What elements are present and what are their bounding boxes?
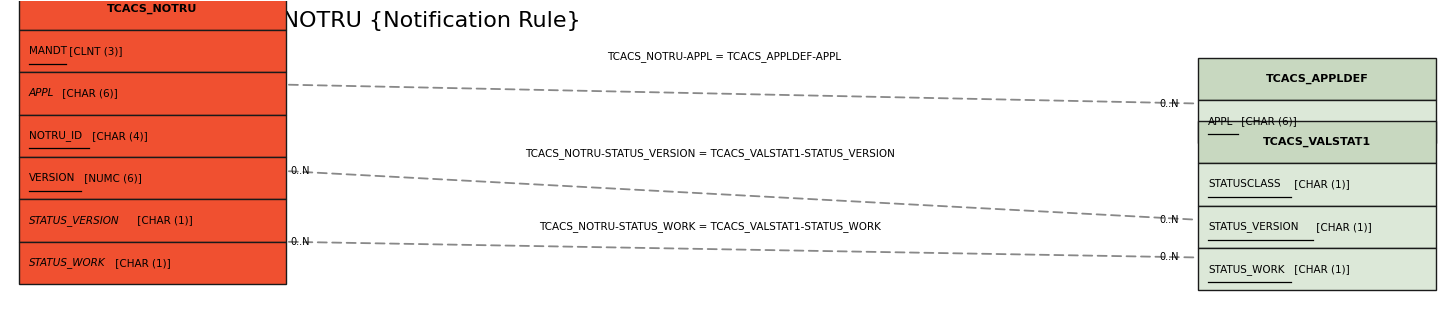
Polygon shape xyxy=(1197,206,1436,248)
Polygon shape xyxy=(1197,121,1436,163)
Text: [CHAR (1)]: [CHAR (1)] xyxy=(1290,179,1350,190)
Text: TCACS_APPLDEF: TCACS_APPLDEF xyxy=(1266,74,1368,84)
Text: 0..N: 0..N xyxy=(291,237,310,247)
Text: 0..N: 0..N xyxy=(1160,252,1179,262)
Text: [CHAR (4)]: [CHAR (4)] xyxy=(88,131,148,141)
Polygon shape xyxy=(1197,58,1436,100)
Text: 0..N: 0..N xyxy=(1160,215,1179,225)
Text: TCACS_NOTRU: TCACS_NOTRU xyxy=(107,3,197,14)
Text: APPL: APPL xyxy=(1208,117,1234,126)
Polygon shape xyxy=(19,114,287,157)
Text: STATUS_WORK: STATUS_WORK xyxy=(1208,264,1284,275)
Polygon shape xyxy=(19,30,287,72)
Text: TCACS_NOTRU-APPL = TCACS_APPLDEF-APPL: TCACS_NOTRU-APPL = TCACS_APPLDEF-APPL xyxy=(607,51,841,62)
Text: [CHAR (6)]: [CHAR (6)] xyxy=(59,88,117,98)
Text: [CHAR (1)]: [CHAR (1)] xyxy=(1290,264,1350,274)
Polygon shape xyxy=(1197,248,1436,290)
Text: STATUS_VERSION: STATUS_VERSION xyxy=(1208,221,1299,232)
Polygon shape xyxy=(19,199,287,242)
Text: STATUS_WORK: STATUS_WORK xyxy=(29,257,106,268)
Text: TCACS_VALSTAT1: TCACS_VALSTAT1 xyxy=(1263,137,1371,147)
Text: TCACS_NOTRU-STATUS_WORK = TCACS_VALSTAT1-STATUS_WORK: TCACS_NOTRU-STATUS_WORK = TCACS_VALSTAT1… xyxy=(539,221,880,231)
Text: 0..N: 0..N xyxy=(1160,99,1179,108)
Polygon shape xyxy=(19,72,287,114)
Text: [CHAR (1)]: [CHAR (1)] xyxy=(1313,222,1373,232)
Polygon shape xyxy=(19,157,287,199)
Polygon shape xyxy=(1197,100,1436,143)
Text: [NUMC (6)]: [NUMC (6)] xyxy=(81,173,142,183)
Polygon shape xyxy=(19,242,287,284)
Text: 0..N: 0..N xyxy=(291,166,310,176)
Text: [CLNT (3)]: [CLNT (3)] xyxy=(67,46,123,56)
Text: SAP ABAP table TCACS_NOTRU {Notification Rule}: SAP ABAP table TCACS_NOTRU {Notification… xyxy=(19,11,581,32)
Text: [CHAR (6)]: [CHAR (6)] xyxy=(1238,117,1297,126)
Text: NOTRU_ID: NOTRU_ID xyxy=(29,130,83,141)
Text: [CHAR (1)]: [CHAR (1)] xyxy=(111,258,171,268)
Text: APPL: APPL xyxy=(29,88,54,98)
Text: TCACS_NOTRU-STATUS_VERSION = TCACS_VALSTAT1-STATUS_VERSION: TCACS_NOTRU-STATUS_VERSION = TCACS_VALST… xyxy=(524,148,895,159)
Text: STATUSCLASS: STATUSCLASS xyxy=(1208,179,1281,190)
Text: MANDT: MANDT xyxy=(29,46,67,56)
Text: [CHAR (1)]: [CHAR (1)] xyxy=(135,216,193,226)
Text: STATUS_VERSION: STATUS_VERSION xyxy=(29,215,120,226)
Polygon shape xyxy=(19,0,287,30)
Polygon shape xyxy=(1197,163,1436,206)
Text: VERSION: VERSION xyxy=(29,173,75,183)
